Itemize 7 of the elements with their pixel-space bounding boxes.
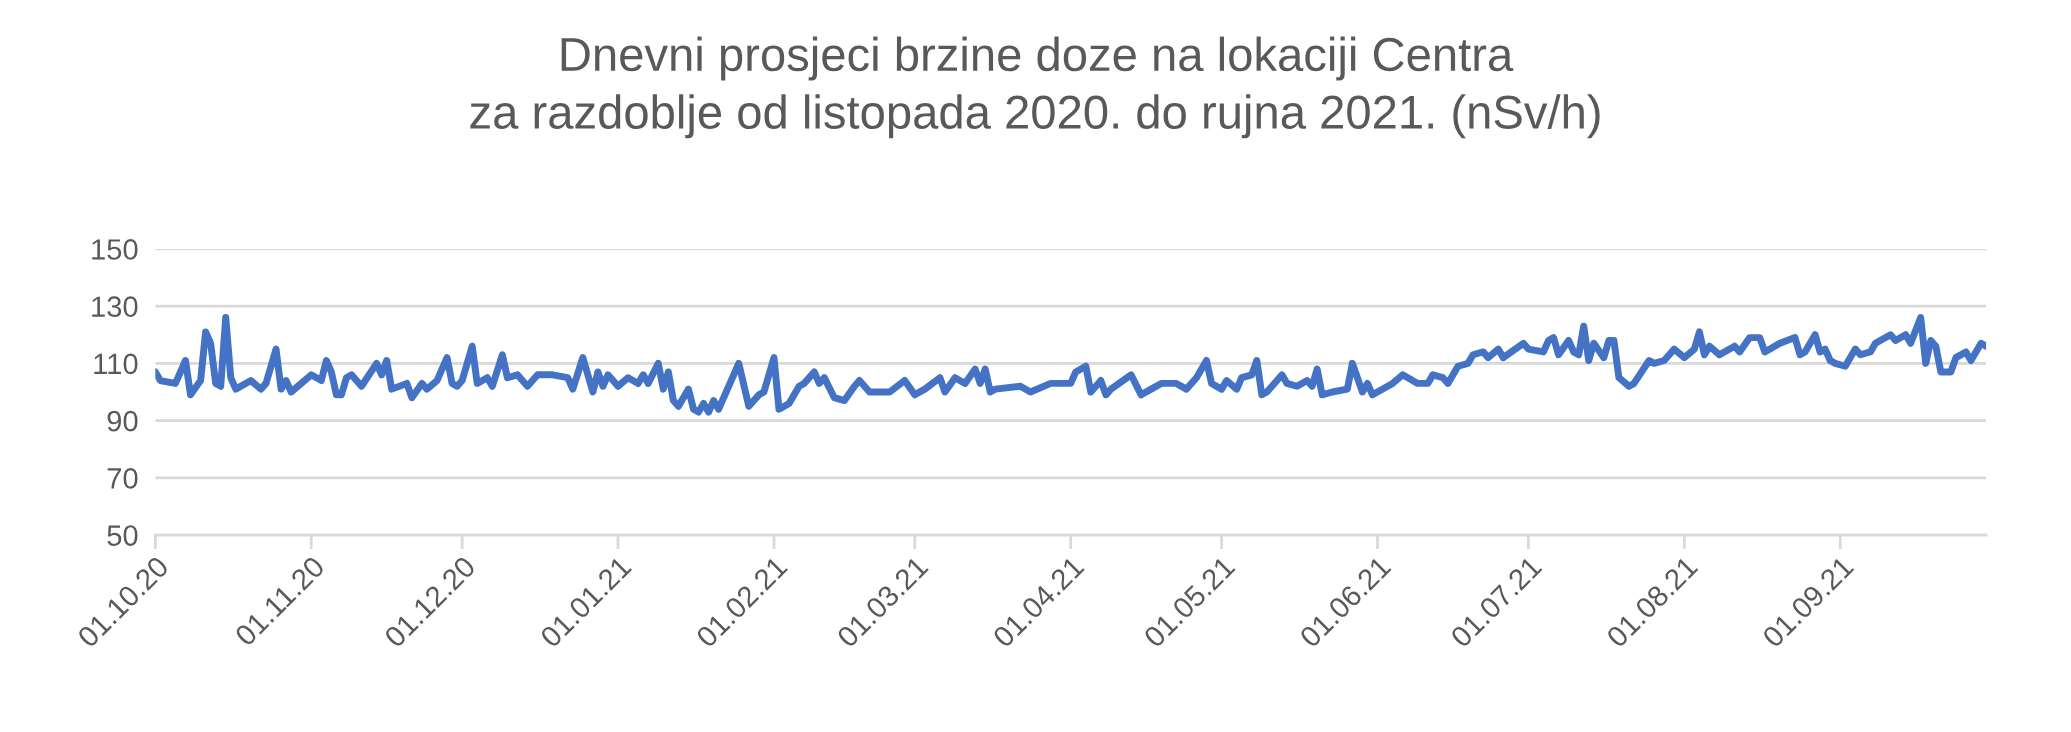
y-tick-label: 130: [92, 296, 138, 317]
y-tick-label: 90: [107, 410, 138, 432]
y-tick-label: 110: [94, 353, 138, 375]
y-tick-label: 150: [92, 239, 138, 260]
y-tick-label: 70: [107, 468, 138, 489]
chart-title: Dnevni prosjeci brzine doze na lokaciji Centra za razdoblje od listopada 2020. do rujna 2021. (nSv/h): [470, 36, 1600, 139]
y-tick-label: 50: [107, 525, 138, 546]
